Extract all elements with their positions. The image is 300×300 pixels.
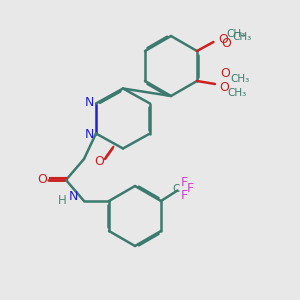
- Text: O: O: [222, 37, 231, 50]
- Text: O: O: [220, 67, 230, 80]
- Text: N: N: [85, 95, 94, 109]
- Text: F: F: [181, 189, 188, 203]
- Text: CH₃: CH₃: [230, 74, 250, 85]
- Text: O: O: [219, 81, 229, 94]
- Text: CH₃: CH₃: [228, 88, 247, 98]
- Text: F: F: [187, 182, 194, 196]
- Text: CH₃: CH₃: [232, 32, 251, 43]
- Text: N: N: [69, 190, 78, 203]
- Text: N: N: [85, 128, 94, 142]
- Text: CH₃: CH₃: [226, 28, 246, 39]
- Text: C: C: [172, 184, 180, 194]
- Text: H: H: [58, 194, 67, 207]
- Text: O: O: [38, 173, 47, 186]
- Text: O: O: [218, 33, 228, 46]
- Text: F: F: [181, 176, 188, 189]
- Text: O: O: [95, 154, 104, 168]
